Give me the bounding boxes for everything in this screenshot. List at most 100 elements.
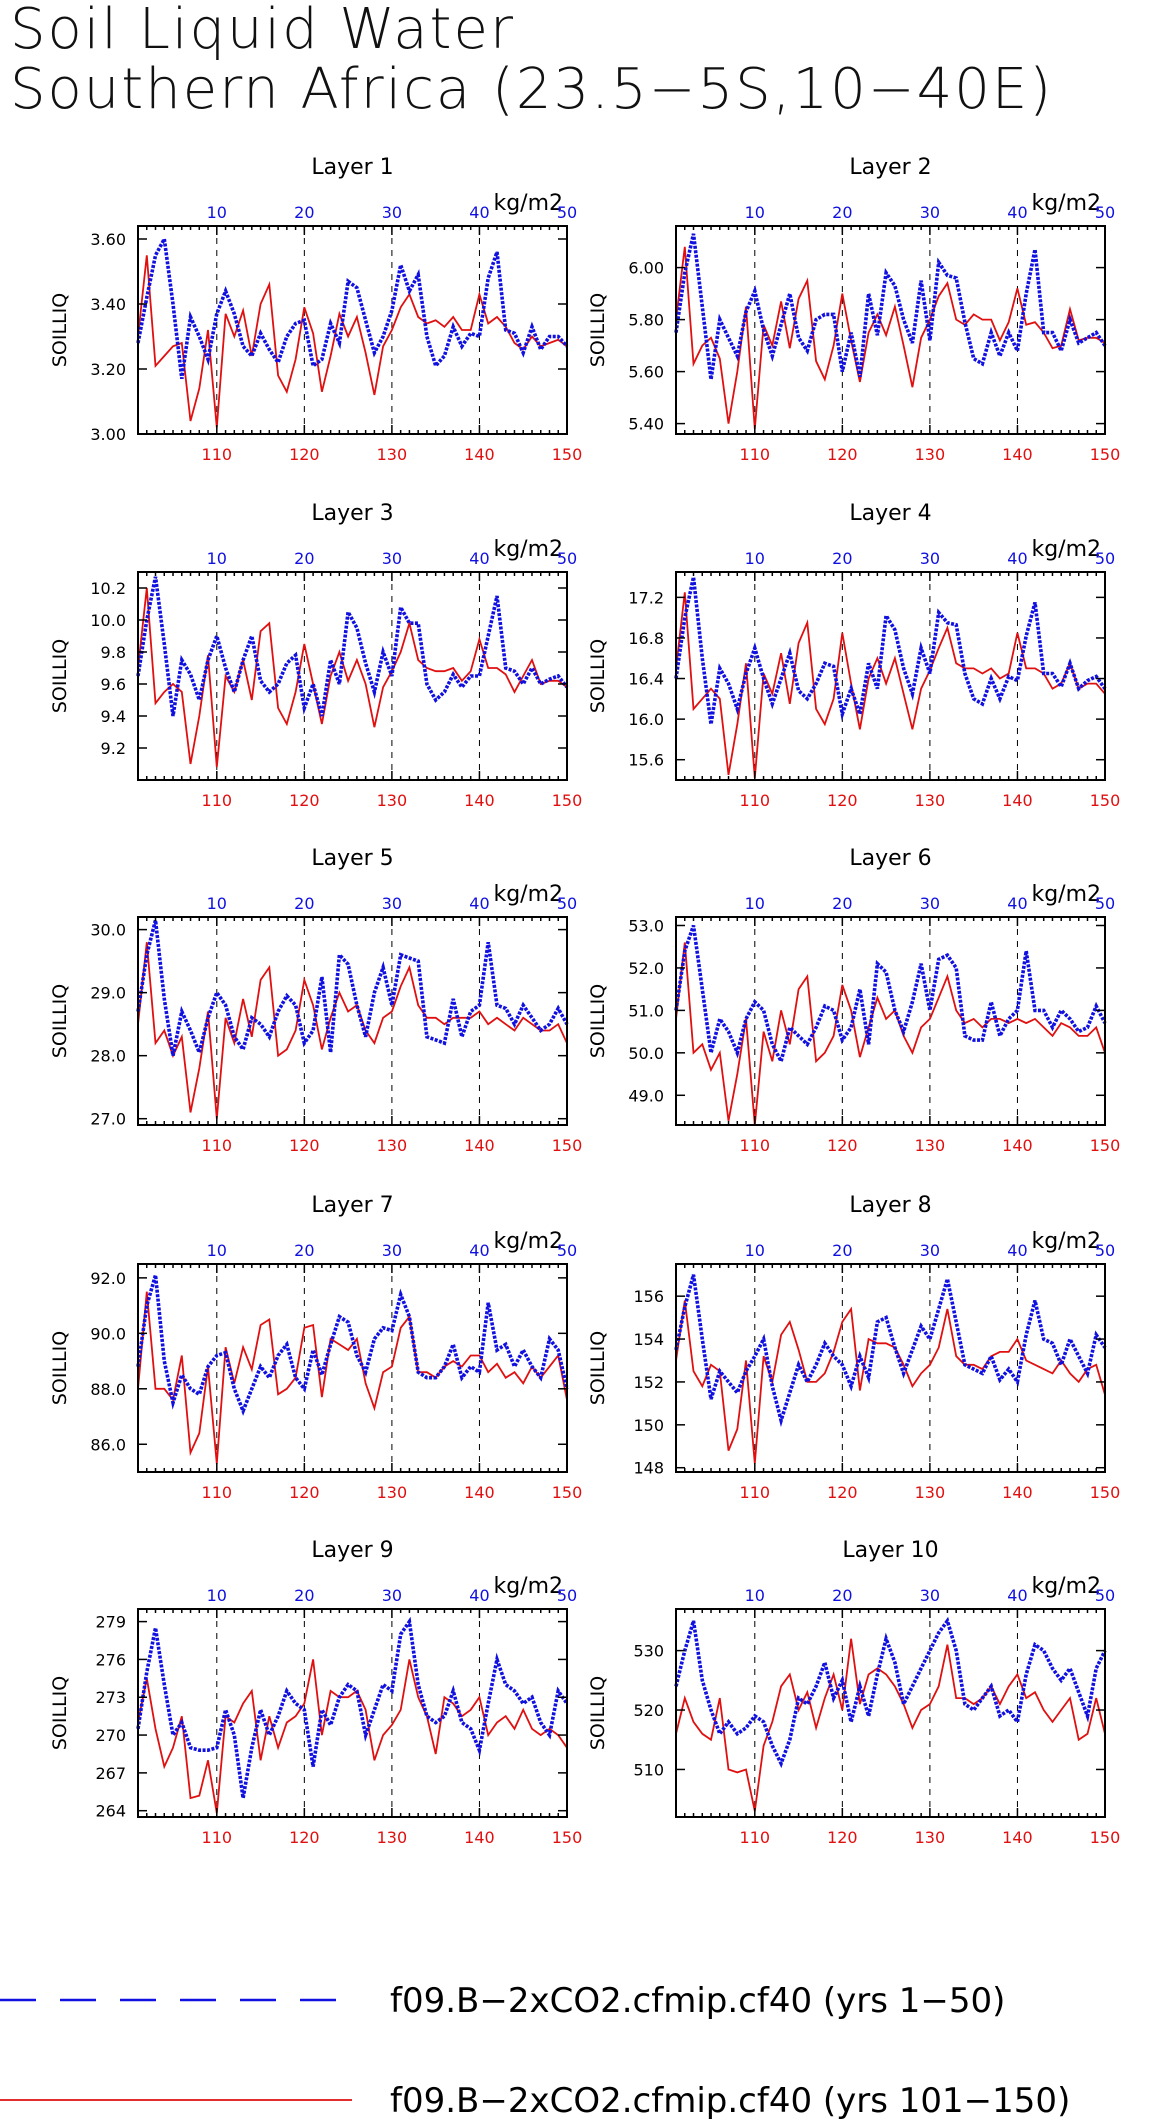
y-tick-label: 150 — [633, 1416, 664, 1435]
y-axis-label: SOILLIQ — [49, 293, 71, 367]
plot-frame — [137, 916, 568, 1126]
units-label: kg/m2 — [1031, 882, 1101, 907]
x-tick-label: 120 — [289, 791, 320, 810]
y-tick-label: 276 — [95, 1650, 126, 1669]
y-tick-label: 9.8 — [101, 643, 126, 662]
x-top-tick-label: 30 — [382, 1586, 402, 1605]
panel-title: Layer 1 — [311, 155, 393, 180]
y-tick-label: 279 — [95, 1613, 126, 1632]
x-top-tick-label: 50 — [557, 1241, 577, 1260]
x-top-tick-label: 20 — [832, 894, 852, 913]
x-tick-label: 140 — [464, 791, 495, 810]
chart-panel-5: Layer 5 kg/m2 SOILLIQ 110 120 130 140 150 10 20 30… — [49, 846, 582, 1155]
x-tick-label: 130 — [377, 1136, 408, 1155]
plot-frame — [137, 225, 568, 435]
series-line-yrs-1-50 — [674, 924, 1107, 1067]
x-top-tick-label: 30 — [920, 894, 940, 913]
series-line-yrs-101-150 — [137, 1291, 568, 1464]
x-top-tick-label: 10 — [207, 894, 227, 913]
y-tick-label: 5.80 — [628, 311, 664, 330]
panel-title: Layer 7 — [311, 1193, 393, 1218]
x-top-tick-label: 30 — [382, 894, 402, 913]
x-tick-label: 150 — [552, 1136, 583, 1155]
plot-frame — [675, 1263, 1106, 1473]
series-line-yrs-1-50 — [136, 576, 569, 717]
x-tick-label: 140 — [1002, 445, 1033, 464]
y-tick-label: 9.6 — [101, 675, 126, 694]
x-top-tick-label: 20 — [294, 203, 314, 222]
plot-frame — [675, 1608, 1106, 1818]
series-line-yrs-101-150 — [675, 1300, 1106, 1464]
x-tick-label: 150 — [552, 1828, 583, 1847]
units-label: kg/m2 — [493, 191, 563, 216]
plot-frame — [137, 571, 568, 781]
series-line-yrs-101-150 — [137, 587, 568, 768]
x-tick-label: 120 — [827, 445, 858, 464]
plot-frame — [137, 1263, 568, 1473]
x-top-tick-label: 40 — [469, 1586, 489, 1605]
x-tick-label: 120 — [827, 1828, 858, 1847]
x-top-tick-label: 20 — [832, 203, 852, 222]
series-line-yrs-1-50 — [674, 1616, 1107, 1769]
x-tick-label: 110 — [202, 791, 233, 810]
x-top-tick-label: 20 — [832, 549, 852, 568]
units-label: kg/m2 — [1031, 1574, 1101, 1599]
x-tick-label: 130 — [915, 1136, 946, 1155]
panel-title: Layer 4 — [849, 501, 931, 526]
x-top-tick-label: 30 — [382, 549, 402, 568]
y-tick-label: 267 — [95, 1764, 126, 1783]
y-tick-label: 90.0 — [90, 1324, 126, 1343]
page-title: Soil Liquid Water Southern Africa (23.5−… — [10, 0, 1053, 120]
legend-label: f09.B−2xCO2.cfmip.cf40 (yrs 1−50) — [390, 1981, 1005, 2021]
x-top-tick-label: 10 — [745, 1586, 765, 1605]
x-tick-label: 110 — [740, 791, 771, 810]
x-top-tick-label: 20 — [832, 1241, 852, 1260]
x-tick-label: 120 — [827, 791, 858, 810]
x-tick-label: 110 — [740, 445, 771, 464]
y-axis-label: SOILLIQ — [49, 984, 71, 1058]
panel-title: Layer 5 — [311, 846, 393, 871]
y-tick-label: 9.4 — [101, 707, 126, 726]
x-tick-label: 150 — [1090, 791, 1121, 810]
y-tick-label: 3.40 — [90, 295, 126, 314]
y-tick-label: 52.0 — [628, 959, 664, 978]
x-top-tick-label: 40 — [469, 549, 489, 568]
x-tick-label: 120 — [289, 445, 320, 464]
x-tick-label: 140 — [1002, 1828, 1033, 1847]
x-tick-label: 110 — [740, 1136, 771, 1155]
x-top-tick-label: 40 — [469, 203, 489, 222]
x-top-tick-label: 40 — [469, 894, 489, 913]
y-axis-label: SOILLIQ — [587, 984, 609, 1058]
chart-panel-3: Layer 3 kg/m2 SOILLIQ 110 120 130 140 150 10 20 30… — [49, 501, 582, 810]
x-top-tick-label: 50 — [1095, 1241, 1115, 1260]
y-tick-label: 16.4 — [628, 670, 664, 689]
series-line-yrs-1-50 — [674, 233, 1107, 380]
series-line-yrs-1-50 — [674, 576, 1107, 725]
legend: f09.B−2xCO2.cfmip.cf40 (yrs 1−50) f09.B−2… — [0, 1981, 1070, 2120]
y-tick-label: 28.0 — [90, 1047, 126, 1066]
y-tick-label: 154 — [633, 1330, 664, 1349]
y-axis-label: SOILLIQ — [587, 293, 609, 367]
x-tick-label: 130 — [377, 1483, 408, 1502]
y-tick-label: 92.0 — [90, 1269, 126, 1288]
y-tick-label: 30.0 — [90, 921, 126, 940]
x-top-tick-label: 40 — [1007, 203, 1027, 222]
x-tick-label: 110 — [202, 445, 233, 464]
y-tick-label: 50.0 — [628, 1044, 664, 1063]
chart-panel-1: Layer 1 kg/m2 SOILLIQ 110 120 130 140 150 10 20 30… — [49, 155, 582, 464]
chart-panel-2: Layer 2 kg/m2 SOILLIQ 110 120 130 140 150 10 20 30… — [587, 155, 1120, 464]
y-tick-label: 27.0 — [90, 1110, 126, 1129]
x-tick-label: 110 — [740, 1828, 771, 1847]
x-top-tick-label: 40 — [1007, 549, 1027, 568]
y-tick-label: 16.0 — [628, 710, 664, 729]
x-tick-label: 130 — [377, 791, 408, 810]
units-label: kg/m2 — [493, 882, 563, 907]
y-tick-label: 29.0 — [90, 984, 126, 1003]
y-tick-label: 3.60 — [90, 230, 126, 249]
x-tick-label: 120 — [289, 1483, 320, 1502]
x-tick-label: 150 — [552, 1483, 583, 1502]
chart-panel-7: Layer 7 kg/m2 SOILLIQ 110 120 130 140 150 10 20 30… — [49, 1193, 582, 1502]
y-tick-label: 270 — [95, 1726, 126, 1745]
panel-title: Layer 2 — [849, 155, 931, 180]
x-tick-label: 150 — [552, 791, 583, 810]
